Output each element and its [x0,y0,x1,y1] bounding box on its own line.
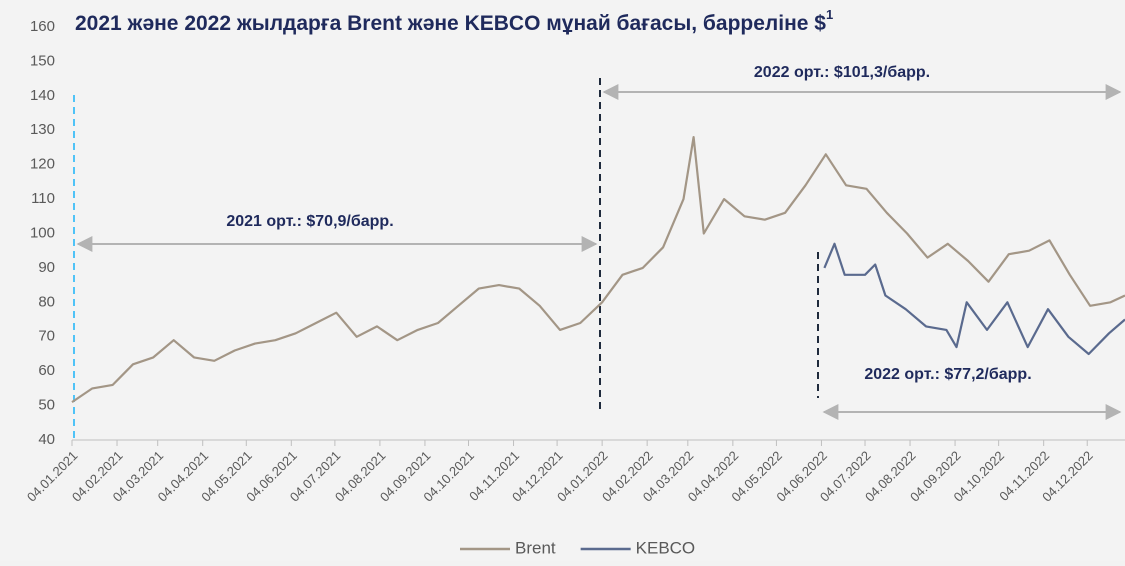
annotation: 2022 орт.: $77,2/барр. [864,366,1031,383]
y-tick-label: 140 [30,87,55,104]
y-tick-label: 70 [38,328,55,345]
chart-title: 2021 және 2022 жылдарға Brent және KEBCO… [75,7,833,34]
legend-label: Brent [515,538,556,557]
y-tick-label: 100 [30,224,55,241]
title-text: 2021 және 2022 жылдарға Brent және KEBCO… [75,12,826,35]
y-tick-label: 110 [31,190,55,207]
y-tick-label: 130 [30,121,55,138]
y-tick-label: 120 [30,156,55,173]
y-tick-label: 40 [38,431,55,448]
y-tick-label: 60 [38,362,55,379]
series-line [823,242,1125,356]
y-tick-label: 80 [38,293,55,310]
y-tick-label: 160 [30,18,55,35]
y-tick-label: 50 [38,397,55,414]
y-tick-label: 90 [38,259,55,276]
annotation: 2022 орт.: $101,3/барр. [754,64,930,81]
title-note: 1 [826,7,833,22]
legend-label: KEBCO [636,538,696,557]
y-tick-label: 150 [30,52,55,69]
series-line [71,136,1125,404]
annotation: 2021 орт.: $70,9/барр. [226,213,393,230]
